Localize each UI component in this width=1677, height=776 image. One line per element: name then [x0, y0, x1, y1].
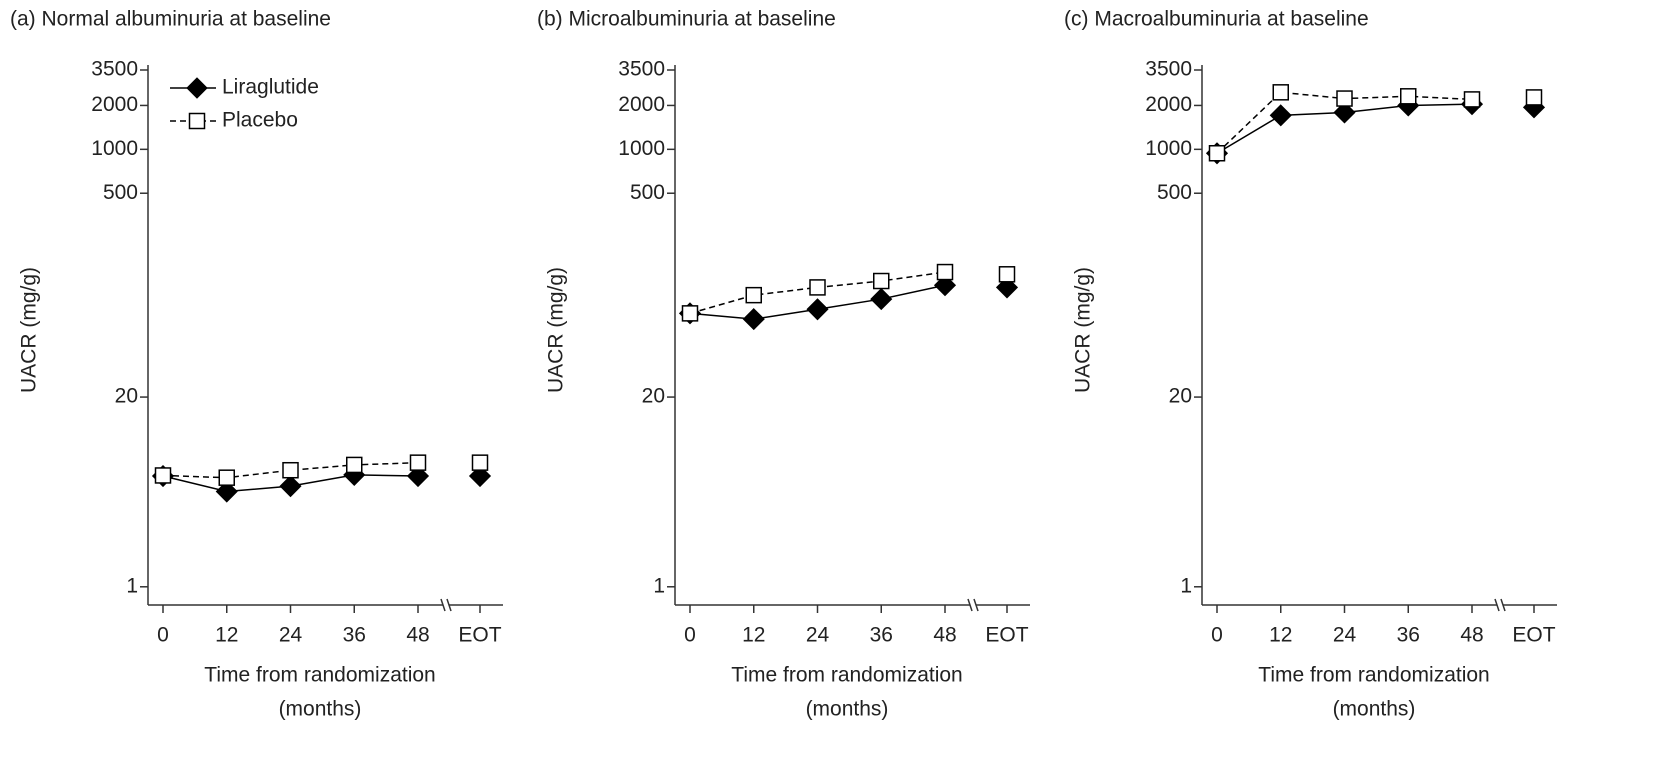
axis-break	[446, 598, 452, 612]
x-tick-label: 24	[279, 624, 303, 647]
series-line	[690, 285, 1007, 319]
y-tick-label: 1000	[1145, 137, 1192, 160]
panel: (b) Microalbuminuria at baseline UACR (mg…	[537, 8, 1030, 721]
x-tick-label: 48	[1460, 624, 1483, 647]
y-tick-label: 2000	[1145, 93, 1192, 116]
panel-title: (c) Macroalbuminuria at baseline	[1064, 8, 1369, 31]
marker	[471, 454, 489, 471]
y-tick-label: 2000	[618, 93, 665, 116]
marker	[1272, 84, 1289, 101]
series-line	[163, 463, 480, 478]
y-tick-label: 1000	[91, 137, 138, 160]
series-line	[690, 272, 1007, 313]
x-axis-label: Time from randomization	[731, 664, 962, 687]
y-tick-label: 3500	[618, 58, 665, 81]
x-tick-label: 0	[1211, 624, 1223, 647]
x-tick-label: 0	[684, 624, 696, 647]
marker	[1208, 145, 1226, 162]
series-line	[163, 475, 480, 492]
axis-break	[1500, 598, 1506, 612]
marker	[809, 279, 826, 296]
series-line	[1217, 92, 1534, 153]
legend-label: Liraglutide	[222, 76, 319, 99]
x-axis-label: (months)	[279, 698, 362, 721]
marker	[279, 475, 302, 498]
axis-break	[1494, 598, 1500, 612]
x-tick-label: EOT	[985, 624, 1028, 647]
marker	[745, 286, 762, 304]
marker	[1400, 88, 1417, 105]
y-tick-label: 1	[653, 574, 665, 597]
marker	[933, 274, 957, 297]
x-tick-label: 36	[343, 624, 366, 647]
marker	[218, 469, 235, 486]
x-axis-label: (months)	[806, 698, 889, 721]
x-tick-label: 12	[742, 624, 765, 647]
marker	[873, 272, 890, 290]
marker	[936, 263, 954, 281]
y-tick-label: 3500	[1145, 58, 1192, 81]
x-tick-label: 0	[157, 624, 169, 647]
legend-marker	[188, 112, 206, 130]
series-line	[1217, 104, 1534, 153]
legend-marker	[186, 77, 208, 99]
x-tick-label: 24	[1333, 624, 1357, 647]
y-tick-label: 500	[630, 181, 665, 204]
y-tick-label: 20	[115, 385, 138, 408]
marker	[870, 288, 893, 311]
y-tick-label: 500	[1157, 181, 1192, 204]
x-tick-label: EOT	[1512, 624, 1555, 647]
axis-break	[967, 598, 973, 612]
x-axis-label: (months)	[1333, 698, 1416, 721]
marker	[1463, 91, 1481, 108]
marker	[742, 308, 765, 331]
marker	[1269, 104, 1292, 127]
y-tick-label: 2000	[91, 93, 138, 116]
x-tick-label: EOT	[458, 624, 501, 647]
x-tick-label: 12	[215, 624, 238, 647]
marker	[995, 276, 1019, 299]
y-axis-label: UACR (mg/g)	[18, 267, 41, 393]
legend-label: Placebo	[222, 109, 298, 132]
marker	[1333, 101, 1356, 124]
panel: (c) Macroalbuminuria at baseline UACR (mg…	[1064, 8, 1557, 721]
marker	[282, 461, 299, 479]
x-axis-label: Time from randomization	[1258, 664, 1489, 687]
x-tick-label: 48	[406, 624, 429, 647]
x-tick-label: 12	[1269, 624, 1292, 647]
axis-break	[440, 598, 446, 612]
panel-title: (b) Microalbuminuria at baseline	[537, 8, 836, 31]
marker	[806, 298, 829, 321]
x-tick-label: 48	[933, 624, 956, 647]
x-tick-label: 36	[1397, 624, 1420, 647]
y-tick-label: 1	[126, 574, 138, 597]
marker	[1525, 89, 1543, 106]
marker	[154, 467, 172, 484]
y-tick-label: 500	[103, 181, 138, 204]
y-tick-label: 1	[1180, 574, 1192, 597]
y-tick-label: 20	[642, 385, 665, 408]
panel-title: (a) Normal albuminuria at baseline	[10, 8, 331, 31]
x-tick-label: 36	[870, 624, 893, 647]
marker	[215, 480, 238, 503]
x-tick-label: 24	[806, 624, 830, 647]
marker	[346, 456, 363, 474]
y-axis-label: UACR (mg/g)	[545, 267, 568, 393]
marker	[409, 454, 427, 471]
marker	[468, 464, 492, 488]
x-axis-label: Time from randomization	[204, 664, 435, 687]
marker	[1336, 90, 1353, 107]
y-tick-label: 1000	[618, 137, 665, 160]
axis-break	[973, 598, 979, 612]
marker	[998, 266, 1016, 283]
y-axis-label: UACR (mg/g)	[1072, 267, 1095, 393]
y-tick-label: 20	[1169, 385, 1192, 408]
marker	[681, 305, 699, 322]
panel: (a) Normal albuminuria at baseline UACR (…	[10, 8, 503, 721]
y-tick-label: 3500	[91, 58, 138, 81]
marker	[406, 464, 430, 488]
